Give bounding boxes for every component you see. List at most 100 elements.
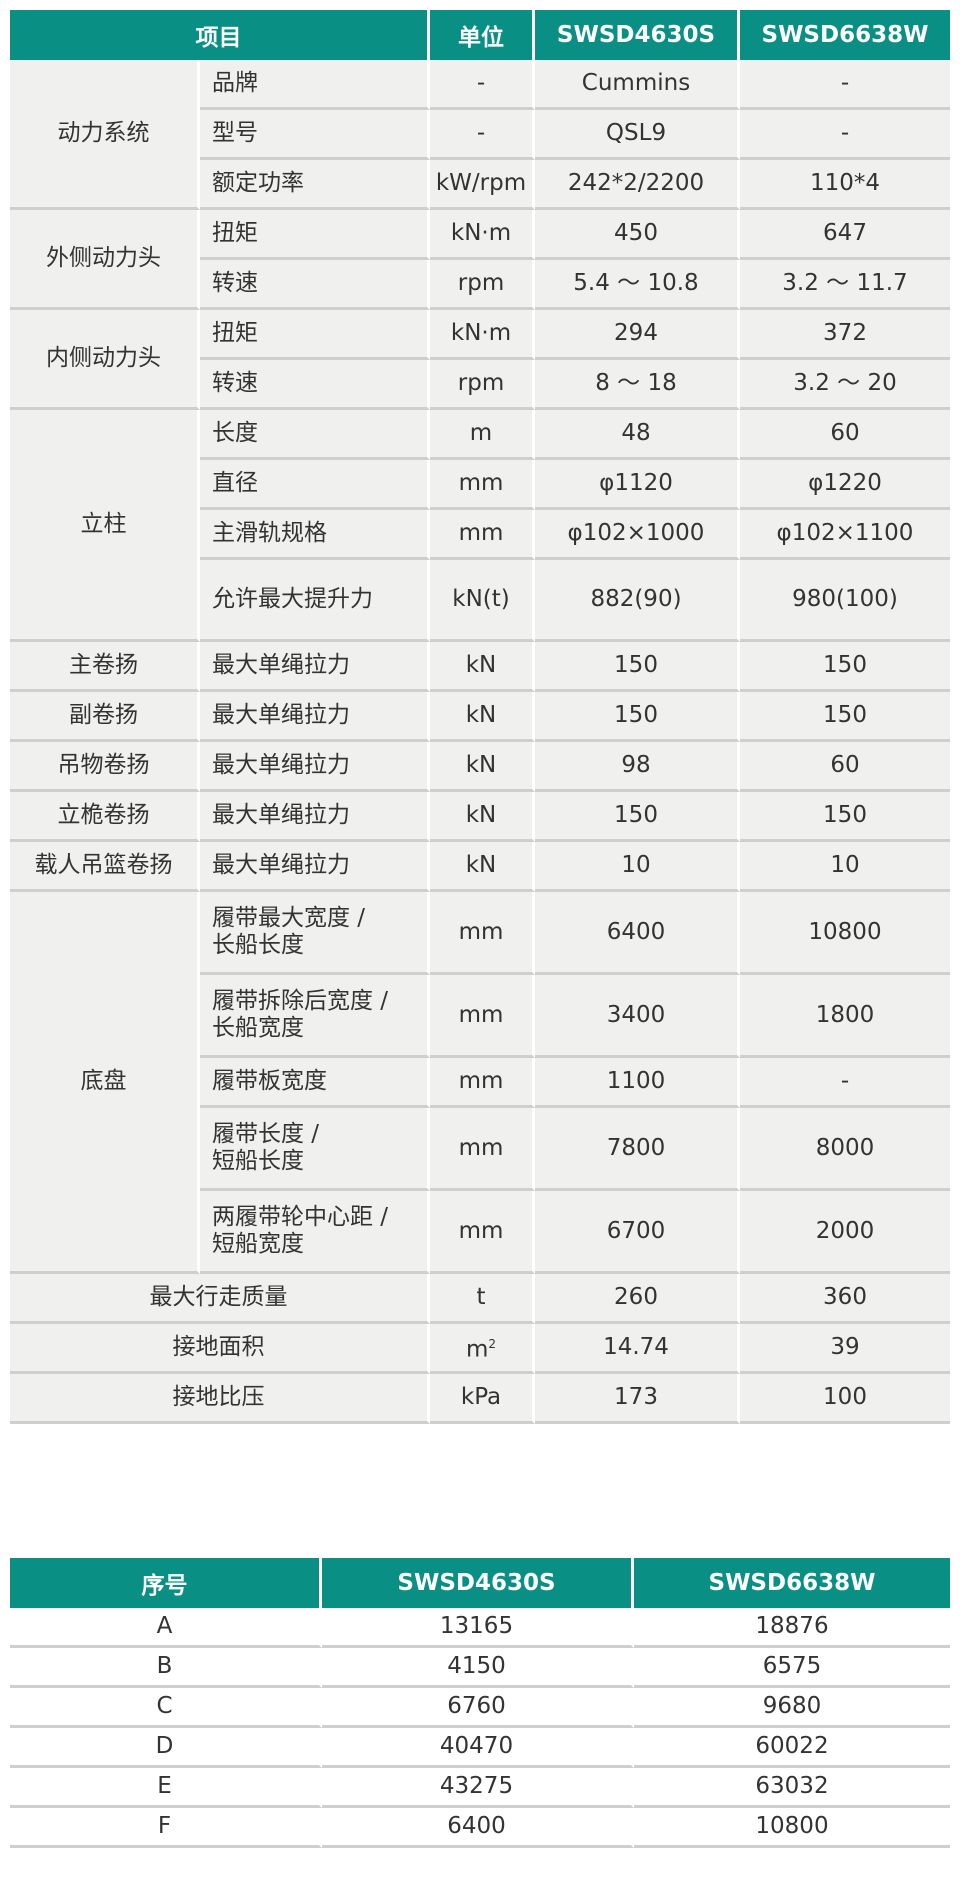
serial-cell: B — [10, 1648, 322, 1688]
table-row: 载人吊篮卷扬 最大单绳拉力 kN 10 10 — [10, 842, 950, 892]
unit-cell: t — [430, 1274, 535, 1324]
group-label: 动力系统 — [10, 60, 200, 210]
value-swsd6638w: 63032 — [634, 1768, 950, 1808]
value-swsd4630s: 13165 — [322, 1608, 634, 1648]
serial-cell: D — [10, 1728, 322, 1768]
value-swsd6638w: 150 — [740, 642, 950, 692]
value-swsd6638w: φ1220 — [740, 460, 950, 510]
item-label: 品牌 — [200, 60, 430, 110]
item-label: 额定功率 — [200, 160, 430, 210]
value-swsd6638w: 8000 — [740, 1108, 950, 1191]
item-label: 最大单绳拉力 — [200, 742, 430, 792]
value-swsd4630s: 150 — [535, 642, 740, 692]
unit-cell: kN — [430, 642, 535, 692]
serial-cell: A — [10, 1608, 322, 1648]
table-row: 主卷扬 最大单绳拉力 kN 150 150 — [10, 642, 950, 692]
item-label: 型号 — [200, 110, 430, 160]
value-swsd4630s: φ102×1000 — [535, 510, 740, 560]
header-unit: 单位 — [430, 10, 535, 60]
item-label-line1: 履带拆除后宽度 / — [212, 988, 389, 1014]
value-swsd6638w: 10 — [740, 842, 950, 892]
unit-cell: kW/rpm — [430, 160, 535, 210]
table-row: 转速 rpm 8 ～ 18 3.2 ～ 20 — [10, 360, 950, 410]
table-row: 立柱 长度 m 48 60 — [10, 410, 950, 642]
value-swsd4630s: 98 — [535, 742, 740, 792]
unit-cell: rpm — [430, 360, 535, 410]
item-label: 接地比压 — [10, 1374, 430, 1424]
value-swsd6638w: 3.2 ～ 11.7 — [740, 260, 950, 310]
group-label: 主卷扬 — [10, 642, 200, 692]
table-row: 履带板宽度 mm 1100- — [10, 1058, 950, 1108]
item-label: 履带拆除后宽度 / 长船宽度 — [200, 975, 430, 1058]
value-swsd6638w: 150 — [740, 792, 950, 842]
unit-cell: mm — [430, 460, 535, 510]
value-swsd6638w: - — [740, 1058, 950, 1108]
table-row: 底盘 履带最大宽度 / 长船长度 mm 6400 10800 — [10, 892, 950, 1274]
item-label-line1: 两履带轮中心距 / — [212, 1204, 389, 1230]
value-swsd6638w: - — [740, 110, 950, 160]
serial-cell: C — [10, 1688, 322, 1728]
table-row: D 40470 60022 — [10, 1728, 950, 1768]
spec-table: 项目 单位 SWSD4630S SWSD6638W 动力系统 品牌 - Cummins… — [10, 10, 950, 1424]
unit-cell: kN(t) — [430, 560, 535, 642]
unit-cell: m2 — [430, 1324, 535, 1374]
table-row: 额定功率 kW/rpm 242*2/2200 110*4 — [10, 160, 950, 210]
unit-cell: - — [430, 60, 535, 110]
value-swsd6638w: 10800 — [740, 892, 950, 975]
table-row: A 13165 18876 — [10, 1608, 950, 1648]
item-label: 履带板宽度 — [200, 1058, 430, 1108]
unit-text: t — [476, 1284, 486, 1310]
table-row: C 6760 9680 — [10, 1688, 950, 1728]
value-swsd6638w: - — [740, 60, 950, 110]
value-swsd4630s: 6400 — [322, 1808, 634, 1848]
value-swsd4630s: 294 — [535, 310, 740, 360]
item-label: 主滑轨规格 — [200, 510, 430, 560]
value-swsd4630s: 242*2/2200 — [535, 160, 740, 210]
item-label: 转速 — [200, 260, 430, 310]
item-label: 直径 — [200, 460, 430, 510]
value-swsd4630s: 260 — [535, 1274, 740, 1324]
unit-cell: mm — [430, 1108, 535, 1191]
table-row: 主滑轨规格 mm φ102×1000 φ102×1100 — [10, 510, 950, 560]
value-swsd6638w: 10800 — [634, 1808, 950, 1848]
spec-header-row: 项目 单位 SWSD4630S SWSD6638W — [10, 10, 950, 60]
table-row: 转速 rpm 5.4 ～ 10.8 3.2 ～ 11.7 — [10, 260, 950, 310]
value-swsd6638w: 110*4 — [740, 160, 950, 210]
value-swsd4630s: 4150 — [322, 1648, 634, 1688]
value-swsd6638w: 980(100) — [740, 560, 950, 642]
table-row: 最大行走质量 t 260 360 — [10, 1274, 950, 1324]
group-label: 副卷扬 — [10, 692, 200, 742]
value-swsd4630s: 150 — [535, 792, 740, 842]
value-swsd6638w: 60 — [740, 742, 950, 792]
table-row: E 43275 63032 — [10, 1768, 950, 1808]
table-row: 直径 mm φ1120 φ1220 — [10, 460, 950, 510]
unit-text: kPa — [460, 1384, 502, 1410]
item-label: 最大单绳拉力 — [200, 842, 430, 892]
unit-cell: kN — [430, 792, 535, 842]
unit-cell: mm — [430, 1191, 535, 1274]
unit-cell: - — [430, 110, 535, 160]
item-label: 最大单绳拉力 — [200, 792, 430, 842]
header-model-w: SWSD6638W — [634, 1558, 950, 1608]
item-label: 履带最大宽度 / 长船长度 — [200, 892, 430, 975]
table-row: 内侧动力头 扭矩 kN·m 294 372 — [10, 310, 950, 410]
value-swsd6638w: 18876 — [634, 1608, 950, 1648]
table-row: 履带拆除后宽度 / 长船宽度 mm 3400 1800 — [10, 975, 950, 1058]
value-swsd4630s: 1100 — [535, 1058, 740, 1108]
table-row: 动力系统 品牌 - Cummins - — [10, 60, 950, 210]
unit-cell: kN·m — [430, 310, 535, 360]
table-row: 吊物卷扬 最大单绳拉力 kN 98 60 — [10, 742, 950, 792]
serial-cell: F — [10, 1808, 322, 1848]
value-swsd4630s: 173 — [535, 1374, 740, 1424]
value-swsd4630s: 14.74 — [535, 1324, 740, 1374]
header-model-w: SWSD6638W — [740, 10, 950, 60]
unit-cell: mm — [430, 975, 535, 1058]
value-swsd6638w: 1800 — [740, 975, 950, 1058]
item-label: 允许最大提升力 — [200, 560, 430, 642]
item-label: 履带长度 / 短船长度 — [200, 1108, 430, 1191]
value-swsd6638w: 647 — [740, 210, 950, 260]
value-swsd4630s: 150 — [535, 692, 740, 742]
value-swsd6638w: 360 — [740, 1274, 950, 1324]
value-swsd4630s: 450 — [535, 210, 740, 260]
item-label-line2: 长船宽度 — [212, 1015, 304, 1041]
